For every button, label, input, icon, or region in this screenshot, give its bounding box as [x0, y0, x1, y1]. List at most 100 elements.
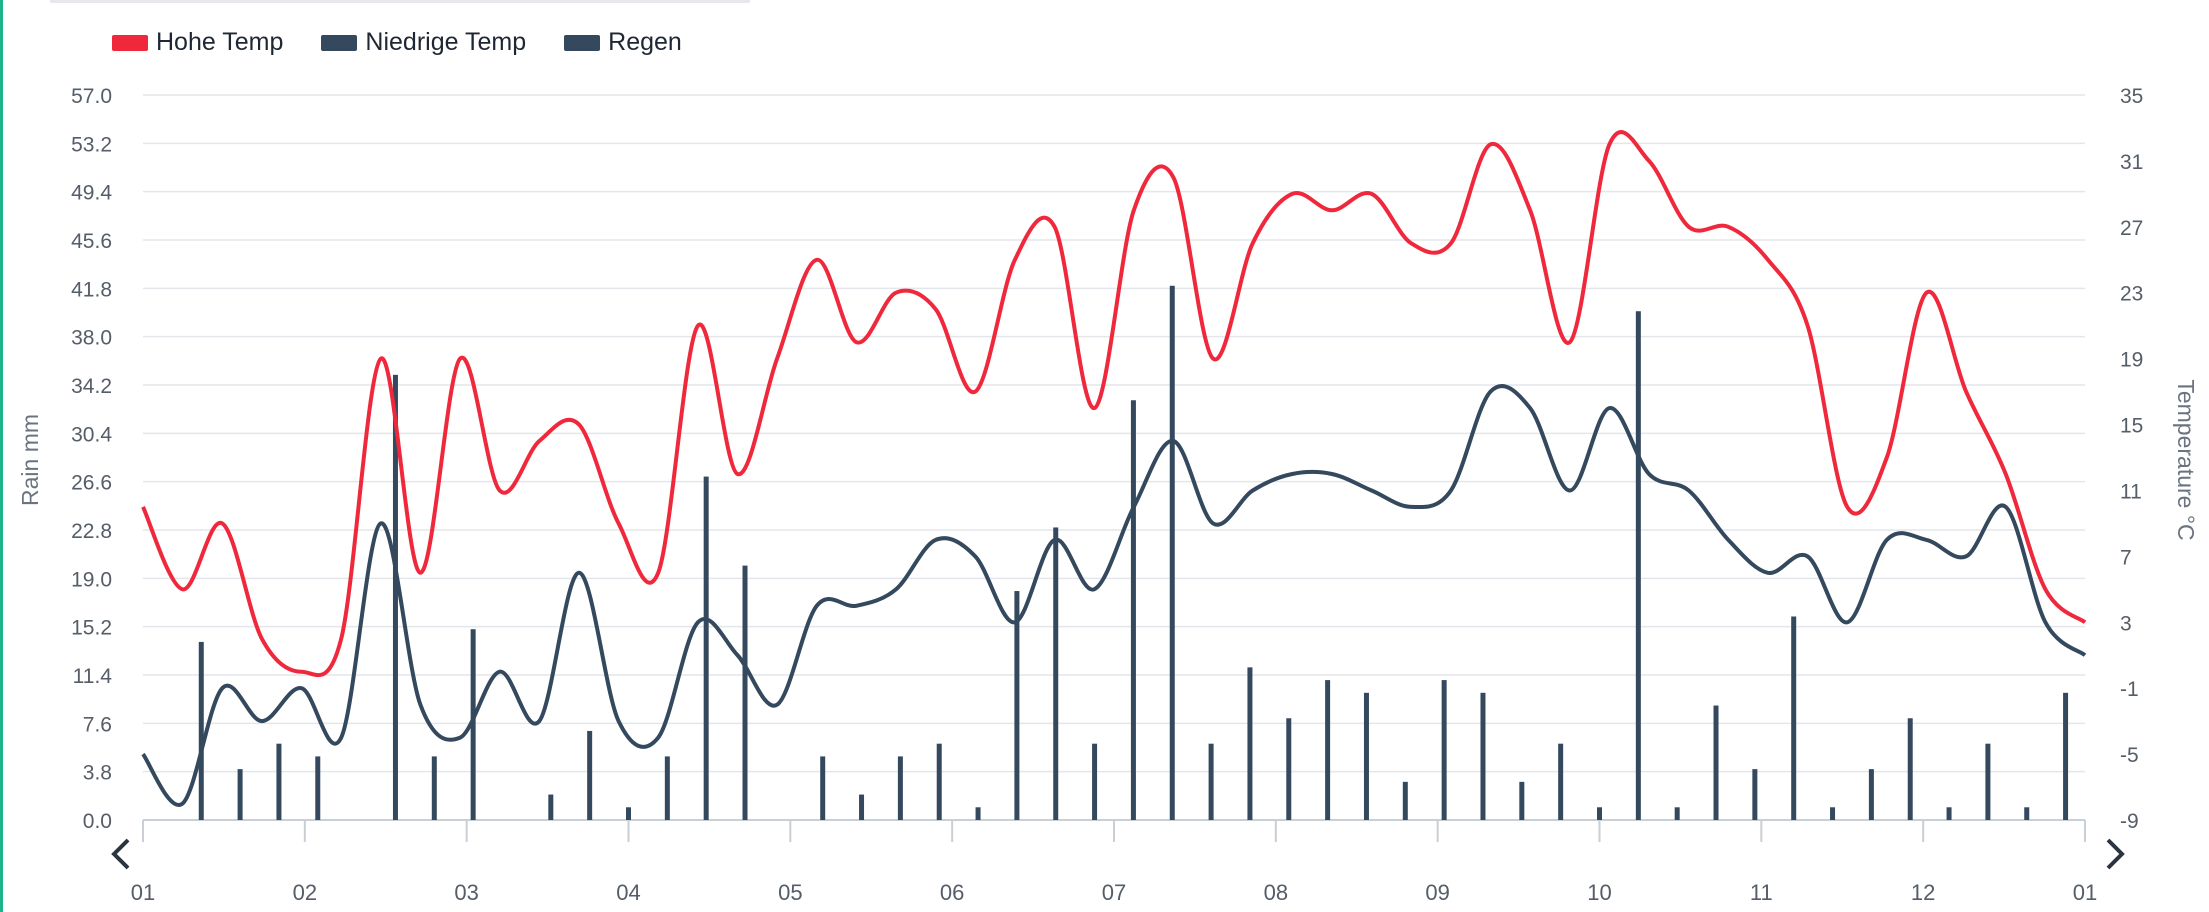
- rain-bar: [470, 629, 476, 820]
- y-left-tick-label: 19.0: [71, 568, 112, 591]
- y-right-tick-label: 35: [2120, 85, 2143, 108]
- y-left-tick-label: 11.4: [73, 665, 113, 688]
- rain-bar: [1674, 807, 1680, 820]
- legend-label-low-temp: Niedrige Temp: [365, 28, 527, 56]
- rain-bar: [2063, 692, 2069, 820]
- x-tick-label: 06: [940, 880, 964, 905]
- legend-swatch-low-temp: [321, 34, 358, 51]
- series-line-low-temp: [141, 384, 2087, 808]
- rain-bar: [1092, 743, 1098, 820]
- rain-bar: [820, 756, 826, 820]
- rain-bar: [1247, 667, 1253, 820]
- chevron-left-icon[interactable]: [108, 836, 136, 872]
- y-right-tick-label: 11: [2120, 480, 2142, 503]
- rain-bar: [1868, 769, 1874, 820]
- y-left-tick-label: 41.8: [71, 278, 112, 301]
- rain-bar: [1830, 807, 1836, 820]
- rain-bar: [703, 476, 709, 820]
- rain-bar: [664, 756, 670, 820]
- y-left-tick-label: 22.8: [71, 520, 112, 543]
- rain-bar: [1325, 680, 1331, 820]
- x-tick-label: 12: [1911, 880, 1935, 905]
- rain-bar: [1946, 807, 1952, 820]
- x-tick-label: 01: [2073, 880, 2097, 905]
- y-right-tick-label: 19: [2120, 349, 2143, 372]
- x-tick-label: 05: [778, 880, 802, 905]
- x-tick-label: 09: [1425, 880, 1449, 905]
- legend-swatch-high-temp: [112, 34, 148, 51]
- legend-label-rain: Regen: [608, 28, 682, 56]
- rain-bar: [1208, 743, 1214, 820]
- y-left-tick-label: 45.6: [71, 230, 112, 253]
- y-left-tick-label: 15.2: [71, 617, 112, 640]
- rain-bar: [742, 565, 748, 820]
- rain-bar: [1597, 807, 1602, 820]
- series-line-high-temp: [141, 130, 2087, 678]
- rain-bar: [2024, 807, 2030, 820]
- rain-bar: [1519, 781, 1525, 820]
- x-tick-label: 10: [1587, 880, 1611, 905]
- y-right-tick-label: 15: [2120, 415, 2143, 438]
- rain-bar: [1791, 616, 1797, 820]
- y-left-tick-label: 38.0: [71, 327, 112, 350]
- x-tick-label: 01: [131, 880, 155, 905]
- rain-bar: [1053, 527, 1059, 820]
- rain-bar: [237, 769, 243, 820]
- x-tick-label: 07: [1102, 880, 1126, 905]
- legend-label-high-temp: Hohe Temp: [156, 28, 284, 56]
- y-axis-left-title: Rain mm: [17, 414, 43, 506]
- y-right-tick-label: -1: [2120, 678, 2139, 701]
- rain-bar: [859, 794, 865, 820]
- rain-bar: [1286, 718, 1292, 820]
- y-left-tick-label: 7.6: [83, 713, 112, 736]
- x-axis: 01 02 03 04 05 06 07 08 09 10 11 12 01: [131, 820, 2097, 905]
- rain-bar: [198, 641, 204, 820]
- legend-item-low-temp[interactable]: Niedrige Temp: [321, 28, 526, 57]
- legend-item-rain[interactable]: Regen: [564, 28, 682, 57]
- rain-bar: [1402, 781, 1408, 820]
- y-right-tick-label: 7: [2120, 546, 2132, 569]
- rain-bar: [1635, 311, 1641, 820]
- rain-bar: [431, 756, 437, 820]
- y-left-tick-label: 3.8: [83, 762, 112, 785]
- rain-bar: [276, 743, 282, 820]
- y-left-tick-label: 53.2: [71, 133, 112, 156]
- y-left-tick-label: 30.4: [71, 423, 112, 446]
- y-axis-left: 57.0 53.2 49.4 45.6 41.8 38.0 34.2 30.4 26.6 22.8…: [71, 85, 112, 833]
- y-axis-right-title: Temperature °C: [2173, 379, 2199, 540]
- rain-bar: [1558, 743, 1564, 820]
- x-tick-label: 11: [1750, 880, 1773, 905]
- rain-bar: [1169, 285, 1175, 821]
- y-left-tick-label: 49.4: [71, 182, 112, 205]
- y-right-tick-label: -5: [2120, 744, 2139, 767]
- rain-bar: [626, 807, 631, 820]
- rain-bar: [1130, 400, 1136, 820]
- top-divider: [50, 0, 750, 3]
- rain-bar: [1985, 743, 1991, 820]
- rain-bar: [897, 756, 903, 820]
- y-axis-right: 35 31 27 23 19 15 11 7 3 -1 -5 -9: [2120, 85, 2143, 833]
- x-tick-label: 03: [454, 880, 478, 905]
- rain-bar: [1441, 680, 1447, 820]
- x-tick-label: 04: [616, 880, 640, 905]
- chevron-right-icon[interactable]: [2100, 836, 2128, 872]
- rain-bar: [936, 743, 942, 820]
- y-left-tick-label: 34.2: [71, 375, 112, 398]
- x-tick-label: 02: [293, 880, 317, 905]
- rain-bar: [1014, 591, 1020, 820]
- rain-bar: [548, 794, 554, 820]
- chart-legend: Hohe Temp Niedrige Temp Regen: [112, 28, 682, 57]
- y-right-tick-label: -9: [2120, 810, 2139, 833]
- y-left-tick-label: 57.0: [71, 85, 112, 108]
- legend-item-high-temp[interactable]: Hohe Temp: [112, 28, 283, 57]
- rain-bar: [1363, 692, 1369, 820]
- rain-bar: [1752, 769, 1758, 820]
- y-right-tick-label: 27: [2120, 217, 2143, 240]
- x-tick-label: 08: [1264, 880, 1288, 905]
- y-right-tick-label: 31: [2120, 151, 2143, 174]
- y-left-tick-label: 0.0: [83, 810, 112, 833]
- rain-bar: [975, 807, 981, 820]
- y-right-tick-label: 23: [2120, 283, 2143, 306]
- rain-bar: [587, 730, 593, 820]
